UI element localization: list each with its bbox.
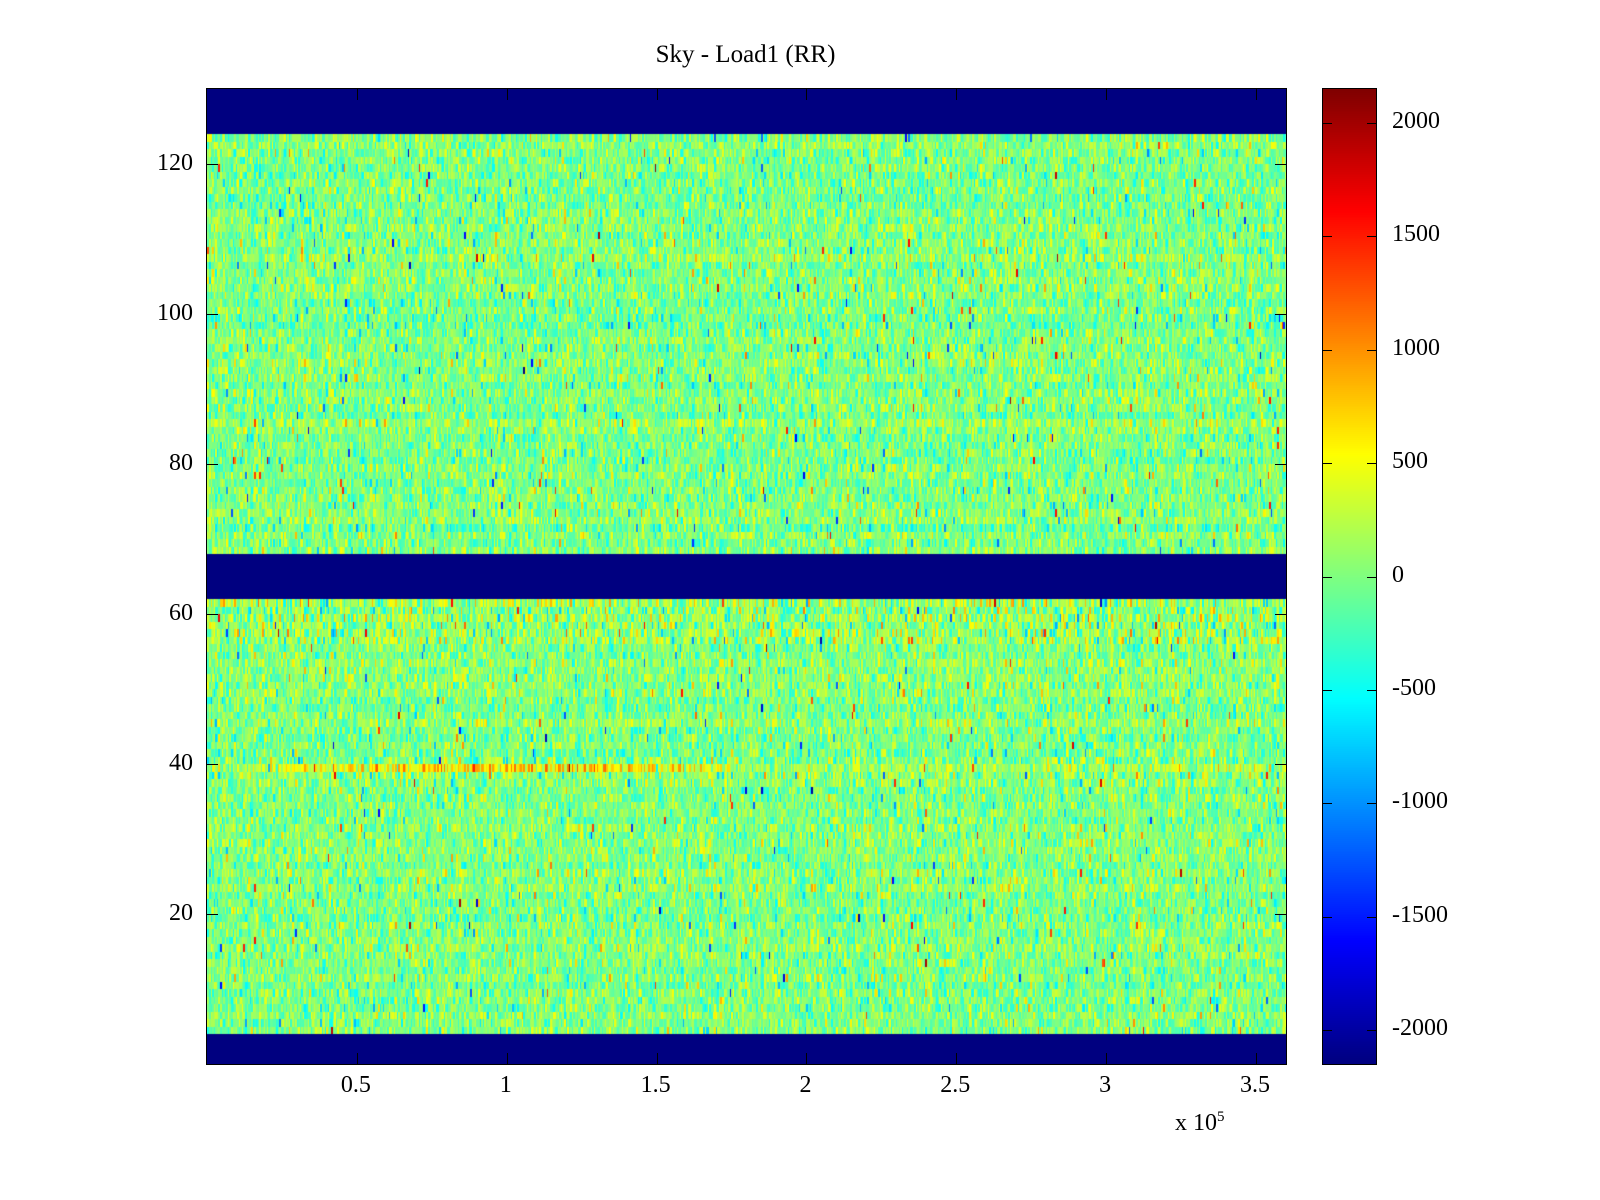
y-tick-label: 100 [157,300,193,326]
colorbar-tick-label: 1000 [1392,334,1440,361]
colorbar [1322,88,1377,1065]
colorbar-tick-label: 1500 [1392,221,1440,248]
colorbar-tick-label: -500 [1392,674,1436,701]
y-tick-mark-left [207,164,218,165]
plot-title: Sky - Load1 (RR) [655,41,836,68]
x-tick-label: 1.5 [640,1072,671,1098]
x-tick-mark-top [656,89,658,100]
x-tick-mark-bottom [656,1053,658,1064]
colorbar-tick-mark-left [1323,236,1332,238]
x-tick-label: 2 [799,1072,812,1098]
y-tick-mark-right [1275,164,1286,165]
heatmap-image [207,89,1286,1064]
x-tick-mark-top [1256,89,1258,100]
colorbar-tick-label: -2000 [1392,1014,1448,1041]
x-tick-label: 1 [499,1072,512,1098]
x-tick-mark-bottom [356,1053,358,1064]
colorbar-tick-mark-left [1323,689,1332,691]
colorbar-tick-mark-right [1367,349,1376,351]
y-tick-mark-left [207,614,218,615]
y-tick-label: 80 [169,450,193,476]
y-tick-mark-right [1275,314,1286,315]
x-tick-mark-bottom [806,1053,808,1064]
colorbar-tick-label: 2000 [1392,108,1440,134]
colorbar-tick-mark-right [1367,236,1376,238]
x-axis-exponent-power: 5 [1217,1109,1225,1125]
colorbar-tick-mark-right [1367,916,1376,918]
colorbar-tick-mark-right [1367,689,1376,691]
y-tick-mark-right [1275,764,1286,765]
colorbar-tick-mark-left [1323,576,1332,578]
x-tick-mark-bottom [956,1053,958,1064]
colorbar-tick-mark-left [1323,916,1332,918]
x-tick-mark-top [506,89,508,100]
x-tick-mark-top [1106,89,1108,100]
x-tick-label: 3.5 [1240,1072,1271,1098]
y-tick-label: 60 [169,600,193,626]
x-tick-mark-top [956,89,958,100]
y-tick-mark-left [207,464,218,465]
colorbar-tick-mark-right [1367,576,1376,578]
colorbar-tick-mark-right [1367,803,1376,805]
y-tick-mark-right [1275,914,1286,915]
x-tick-mark-bottom [506,1053,508,1064]
x-tick-mark-bottom [1256,1053,1258,1064]
colorbar-tick-mark-right [1367,123,1376,124]
heatmap-axes [206,88,1287,1065]
colorbar-tick-mark-left [1323,803,1332,805]
x-axis-exponent-label: x 105 [1175,1103,1225,1137]
y-tick-mark-left [207,914,218,915]
colorbar-tick-label: -1000 [1392,788,1448,815]
y-tick-mark-right [1275,464,1286,465]
x-tick-label: 0.5 [340,1072,371,1098]
y-tick-label: 20 [169,900,193,926]
colorbar-tick-label: 0 [1392,561,1404,588]
y-tick-mark-left [207,764,218,765]
colorbar-tick-mark-right [1367,1029,1376,1031]
colorbar-tick-mark-right [1367,463,1376,465]
y-tick-label: 40 [169,750,193,776]
y-tick-label: 120 [157,150,193,176]
y-tick-mark-right [1275,614,1286,615]
colorbar-tick-mark-left [1323,349,1332,351]
colorbar-tick-mark-left [1323,1029,1332,1031]
x-tick-mark-top [806,89,808,100]
colorbar-tick-label: -1500 [1392,901,1448,928]
colorbar-tick-mark-left [1323,123,1332,124]
x-tick-mark-top [356,89,358,100]
colorbar-tick-label: 500 [1392,448,1428,475]
colorbar-tick-mark-left [1323,463,1332,465]
x-tick-label: 3 [1099,1072,1112,1098]
x-axis-exponent-base: x 10 [1175,1110,1217,1136]
y-tick-mark-left [207,314,218,315]
x-tick-label: 2.5 [940,1072,971,1098]
x-tick-mark-bottom [1106,1053,1108,1064]
